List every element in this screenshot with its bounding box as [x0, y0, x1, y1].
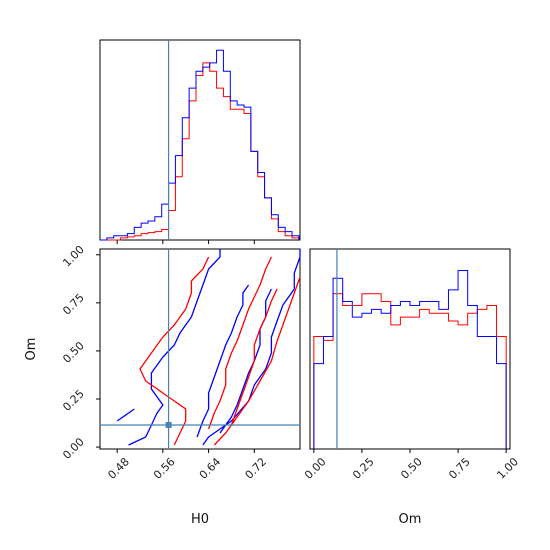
contour-frame — [99, 248, 301, 450]
om-x-tick-label: 0.50 — [398, 455, 425, 482]
contour-y-ticks: 0.00 0.25 0.50 0.75 1.00 — [60, 243, 100, 462]
contour-blue-island — [116, 408, 135, 422]
contour-y-tick-label: 0.25 — [60, 387, 87, 414]
h0-marginal-ticks — [116, 240, 255, 244]
om-x-tick-label: 1.00 — [494, 455, 521, 482]
h0-hist-red — [100, 62, 300, 241]
contour-truth-marker — [165, 422, 172, 428]
contour-blue-outer-left — [128, 249, 221, 446]
contour-x-tick-label: 0.64 — [197, 455, 224, 482]
om-histogram-series — [313, 270, 507, 449]
contour-blue-outer-right — [202, 249, 301, 446]
om-x-ticks: 0.00 0.25 0.50 0.75 1.00 — [302, 449, 521, 482]
om-hist-blue — [313, 270, 507, 449]
contour-y-tick-label: 0.50 — [60, 339, 87, 366]
h0-om-contour-panel: 0.48 0.56 0.64 0.72 0.00 0.25 0.50 0.75 1.00 H0… — [24, 243, 301, 527]
contour-series — [116, 249, 301, 446]
y-axis-label-om: Om — [24, 338, 39, 361]
h0-marginal-frame — [99, 39, 301, 241]
contour-red-outer-left — [139, 256, 210, 446]
om-x-tick-label: 0.25 — [350, 455, 377, 482]
om-x-tick-label: 0.00 — [302, 455, 329, 482]
contour-truth-lines — [100, 249, 300, 449]
contour-x-tick-label: 0.56 — [151, 455, 178, 482]
contour-x-ticks: 0.48 0.56 0.64 0.72 — [105, 449, 269, 482]
om-marginal-panel: 0.00 0.25 0.50 0.75 1.00 Om — [302, 248, 521, 527]
contour-blue-inner-right — [219, 288, 272, 434]
om-x-tick-label: 0.75 — [446, 455, 473, 482]
x-axis-label-h0: H0 — [191, 512, 209, 527]
h0-hist-blue — [100, 49, 300, 241]
h0-marginal-panel — [99, 39, 301, 244]
contour-red-outer-right — [213, 276, 301, 446]
contour-x-tick-label: 0.48 — [105, 455, 132, 482]
contour-y-tick-label: 1.00 — [60, 243, 87, 270]
contour-x-tick-label: 0.72 — [243, 455, 270, 482]
om-marginal-frame — [309, 248, 511, 450]
contour-y-tick-label: 0.00 — [60, 435, 87, 462]
contour-red-inner-right — [230, 288, 278, 426]
h0-histogram-series — [100, 49, 300, 241]
x-axis-label-om: Om — [399, 512, 422, 527]
contour-blue-inner-left — [196, 284, 250, 438]
contour-y-tick-label: 0.75 — [60, 291, 87, 318]
contour-red-inner-left — [207, 256, 272, 430]
